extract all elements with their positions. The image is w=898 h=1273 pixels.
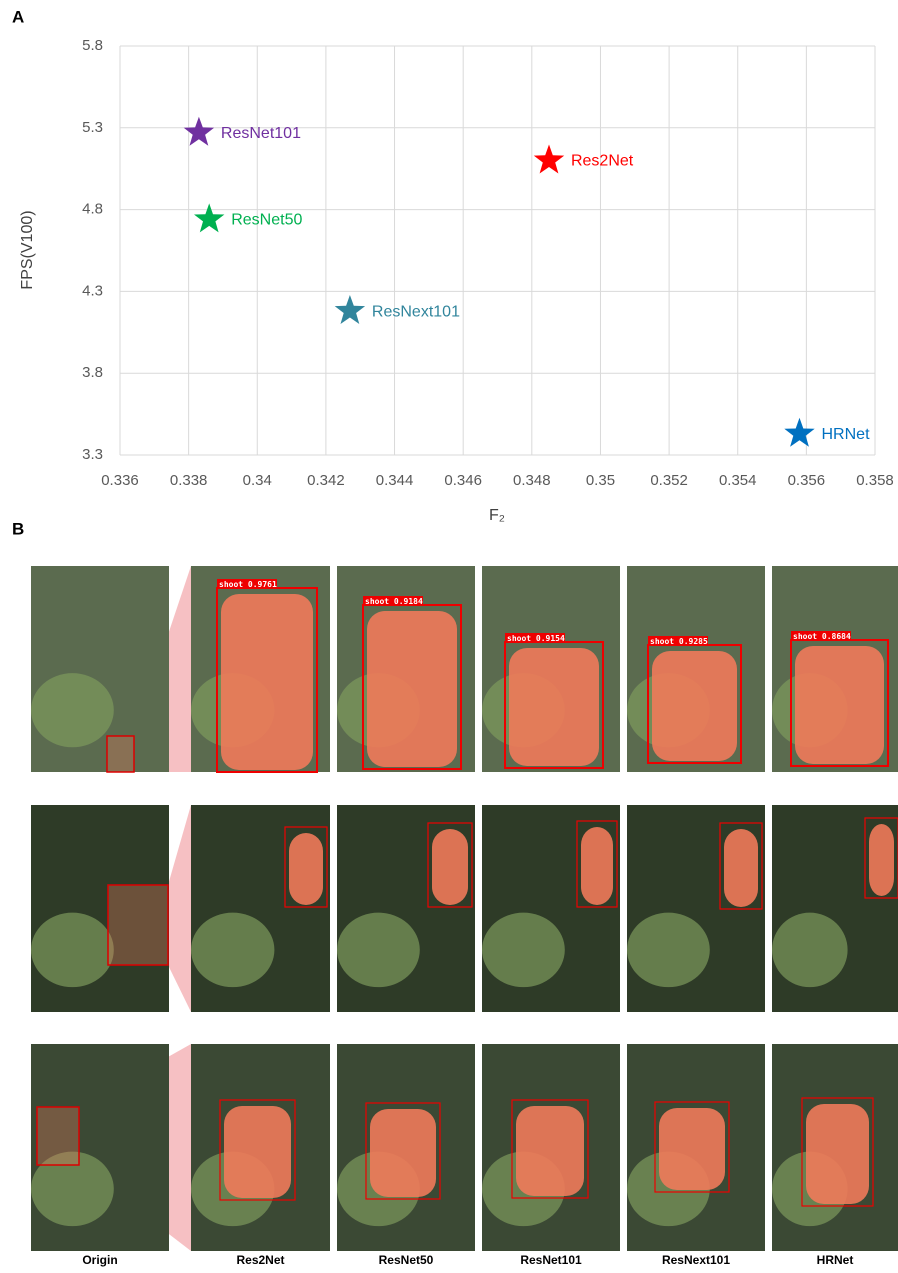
column-label: HRNet	[817, 1253, 854, 1267]
shoot-mask	[516, 1106, 584, 1196]
y-tick-label: 4.3	[82, 282, 103, 299]
column-label: Res2Net	[236, 1253, 284, 1267]
point	[534, 145, 564, 174]
leaf	[337, 913, 420, 988]
leaf	[191, 913, 274, 988]
column-label: ResNet101	[520, 1253, 582, 1267]
x-tick-label: 0.338	[170, 472, 208, 489]
y-tick-label: 3.3	[82, 446, 103, 463]
shoot-mask	[509, 648, 599, 766]
x-tick-label: 0.356	[788, 472, 826, 489]
x-tick-label: 0.35	[586, 472, 615, 489]
x-tick-label: 0.348	[513, 472, 551, 489]
shoot-mask	[659, 1108, 725, 1190]
point-label: ResNet50	[231, 212, 302, 229]
shoot-mask	[795, 646, 884, 764]
x-tick-label: 0.358	[856, 472, 894, 489]
shoot-mask	[432, 829, 468, 905]
leaf	[627, 913, 710, 988]
x-tick-label: 0.354	[719, 472, 757, 489]
point-label: HRNet	[822, 426, 871, 443]
x-tick-label: 0.34	[243, 472, 272, 489]
detection-label: shoot 0.9154	[507, 634, 565, 643]
origin-box	[37, 1107, 79, 1165]
shoot-mask	[581, 827, 613, 905]
shoot-mask	[806, 1104, 869, 1204]
x-tick-label: 0.344	[376, 472, 414, 489]
point-label: Res2Net	[571, 153, 634, 170]
figure: A B F₂ FPS(V100) 3.3 3.8 4.3 4.8 5.3 5.8 0.336…	[0, 0, 898, 1268]
leaf	[31, 673, 114, 747]
leaf	[772, 913, 848, 988]
y-tick-label: 5.3	[82, 119, 103, 136]
column-label: Origin	[82, 1253, 117, 1267]
point-label: ResNet101	[221, 125, 301, 142]
origin-box	[108, 885, 168, 965]
detection-label: shoot 0.9285	[650, 637, 708, 646]
shoot-mask	[869, 824, 894, 896]
shoot-mask	[652, 651, 737, 761]
y-tick-label: 4.8	[82, 201, 103, 218]
y-axis-label: FPS(V100)	[19, 210, 36, 289]
y-tick-label: 3.8	[82, 364, 103, 381]
point	[335, 295, 365, 324]
detection-label: shoot 0.9761	[219, 580, 277, 589]
x-axis-label: F₂	[489, 507, 505, 524]
x-tick-label: 0.346	[444, 472, 482, 489]
leaf	[31, 913, 114, 988]
column-label: ResNet50	[379, 1253, 434, 1267]
zoom-connector	[168, 805, 191, 1012]
detection-label: shoot 0.8684	[793, 632, 851, 641]
shoot-mask	[221, 594, 313, 770]
shoot-mask	[224, 1106, 291, 1198]
point	[194, 203, 224, 232]
x-tick-label: 0.342	[307, 472, 345, 489]
point-label: ResNext101	[372, 303, 460, 320]
column-label: ResNext101	[662, 1253, 730, 1267]
leaf	[482, 913, 565, 988]
detection-label: shoot 0.9184	[365, 597, 423, 606]
shoot-mask	[289, 833, 323, 905]
x-tick-label: 0.336	[101, 472, 139, 489]
x-tick-label: 0.352	[650, 472, 688, 489]
shoot-mask	[724, 829, 758, 907]
origin-box	[107, 736, 134, 772]
panel-label: B	[12, 519, 24, 538]
point	[784, 418, 814, 447]
shoot-mask	[367, 611, 457, 767]
y-tick-label: 5.8	[82, 37, 103, 54]
shoot-mask	[370, 1109, 436, 1197]
panel-label: A	[12, 7, 24, 26]
